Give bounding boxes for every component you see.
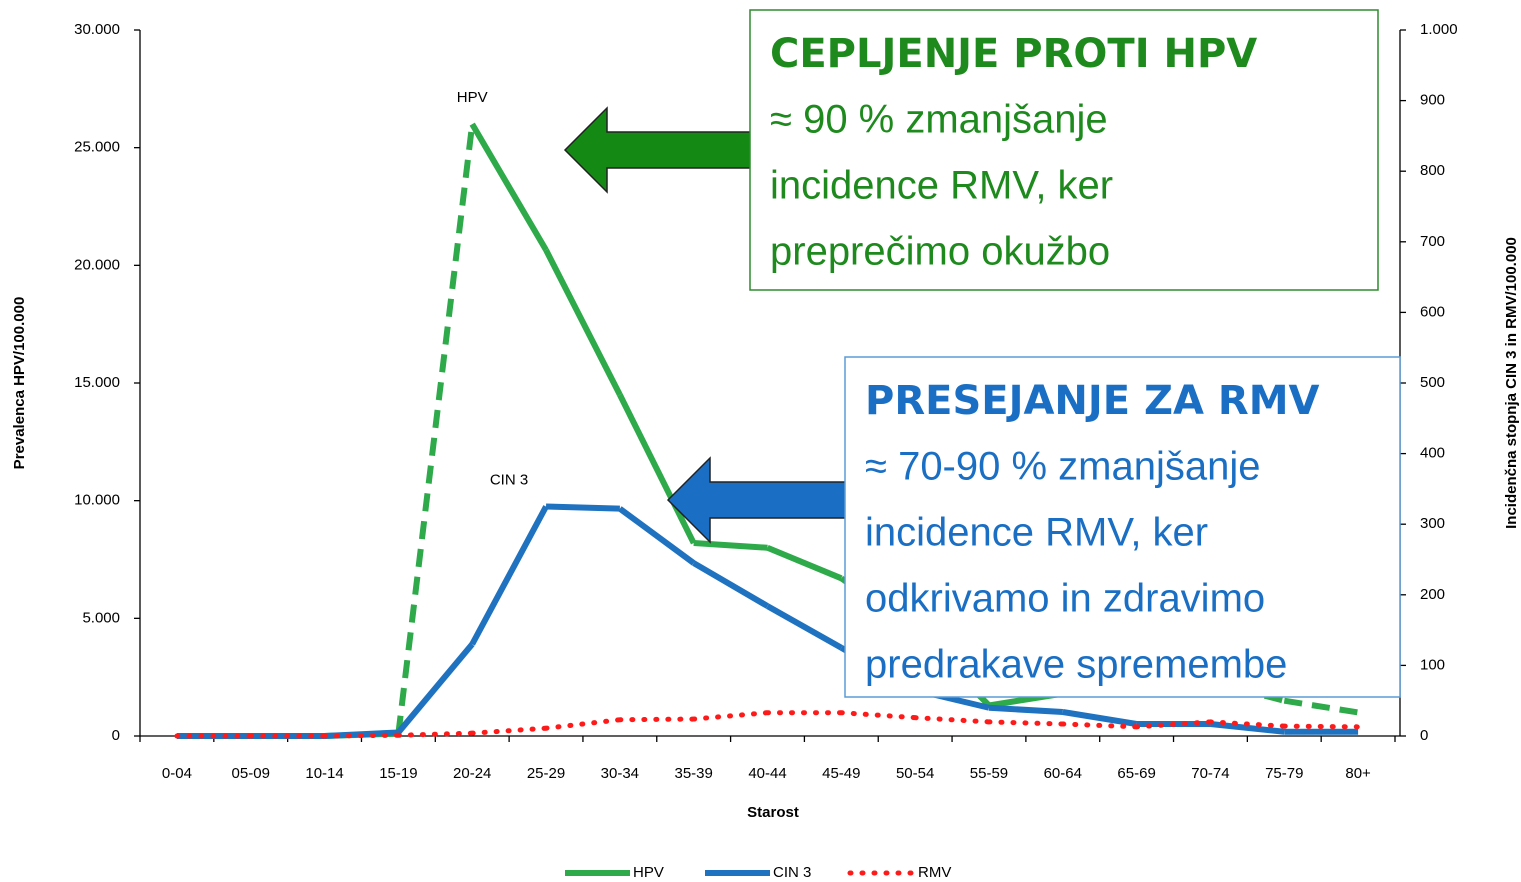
y-tick-label: 30.000	[74, 21, 120, 38]
x-tick-label: 60-64	[1044, 765, 1082, 782]
callout-line: preprečimo okužbo	[770, 230, 1110, 274]
x-tick-label: 55-59	[970, 765, 1008, 782]
series-segment	[1134, 719, 1213, 730]
series-segment	[766, 603, 843, 651]
series-label: HPV	[457, 89, 488, 106]
x-tick-label: 40-44	[748, 765, 786, 782]
callout-line: ≈ 90 % zmanjšanje	[770, 98, 1108, 142]
series-segment	[1060, 721, 1140, 730]
y2-axis-title: Incidenčna stopnja CIN 3 in RMV/100.000	[1503, 237, 1520, 529]
callout-box	[749, 9, 1379, 291]
x-tick-label: 70-74	[1191, 765, 1229, 782]
series-segment	[1283, 697, 1359, 716]
series-segment	[766, 544, 843, 582]
y2-tick-label: 600	[1420, 303, 1445, 320]
y-tick-label: 25.000	[74, 139, 120, 156]
series-segment	[1210, 721, 1285, 735]
x-tick-label: 05-09	[232, 765, 270, 782]
series-segment	[1207, 719, 1287, 729]
legend-label: HPV	[633, 864, 664, 881]
y2-tick-label: 300	[1420, 515, 1445, 532]
legend-label: CIN 3	[773, 864, 811, 881]
series-segment	[838, 710, 918, 721]
y2-tick-label: 800	[1420, 162, 1445, 179]
series-segment	[543, 248, 623, 397]
callout-line: ≈ 70-90 % zmanjšanje	[865, 445, 1261, 489]
callout-title: CEPLJENJE PROTI HPV	[770, 31, 1257, 77]
y-tick-label: 20.000	[74, 256, 120, 273]
series-segment	[395, 123, 476, 735]
x-tick-label: 45-49	[822, 765, 860, 782]
y2-tick-label: 1.000	[1420, 21, 1458, 38]
x-tick-label: 30-34	[601, 765, 639, 782]
series-segment	[618, 506, 696, 566]
callout-line: incidence RMV, ker	[770, 164, 1113, 208]
legend-label: RMV	[918, 864, 951, 881]
callout-title: PRESEJANJE ZA RMV	[865, 378, 1320, 424]
callout-arrow	[563, 106, 761, 194]
series-label: CIN 3	[490, 472, 528, 489]
series-segment	[1062, 709, 1138, 727]
x-tick-label: 20-24	[453, 765, 491, 782]
series-segment	[988, 704, 1063, 715]
y2-tick-label: 0	[1420, 727, 1428, 744]
series-segment	[617, 393, 697, 545]
y2-tick-label: 200	[1420, 586, 1445, 603]
series-segment	[986, 719, 1066, 727]
x-tick-label: 65-69	[1117, 765, 1155, 782]
series-segment	[692, 560, 770, 609]
x-tick-label: 80+	[1345, 765, 1371, 782]
series-segment	[691, 710, 770, 722]
series-segment	[545, 503, 620, 512]
x-tick-label: 25-29	[527, 765, 565, 782]
x-tick-label: 10-14	[305, 765, 343, 782]
series-segment	[693, 540, 768, 551]
x-tick-label: 75-79	[1265, 765, 1303, 782]
y-tick-label: 5.000	[82, 609, 120, 626]
series-segment	[469, 725, 549, 736]
series-segment	[395, 730, 475, 738]
callout-arrow	[666, 456, 856, 544]
callout-line: predrakave spremembe	[865, 643, 1287, 687]
series-segment	[912, 715, 992, 725]
series-segment	[396, 642, 475, 735]
y2-tick-label: 700	[1420, 233, 1445, 250]
series-segment	[322, 732, 401, 739]
y2-tick-label: 400	[1420, 445, 1445, 462]
x-tick-label: 0-04	[162, 765, 192, 782]
series-segment	[1281, 723, 1361, 730]
y-tick-label: 10.000	[74, 492, 120, 509]
series-segment	[469, 505, 549, 646]
y2-tick-label: 100	[1420, 656, 1445, 673]
x-tick-label: 15-19	[379, 765, 417, 782]
y2-tick-label: 500	[1420, 374, 1445, 391]
y2-tick-label: 900	[1420, 92, 1445, 109]
series-segment	[617, 716, 697, 723]
x-axis-title: Starost	[747, 804, 799, 821]
series-segment	[543, 717, 623, 731]
y-axis-title: Prevalenca HPV/100.000	[11, 297, 28, 470]
callout-line: incidence RMV, ker	[865, 511, 1208, 555]
callout-line: odkrivamo in zdravimo	[865, 577, 1265, 621]
y-tick-label: 15.000	[74, 374, 120, 391]
y-tick-label: 0	[112, 727, 120, 744]
callout-box	[844, 356, 1401, 698]
x-tick-label: 50-54	[896, 765, 934, 782]
series-segment	[469, 122, 549, 252]
x-tick-label: 35-39	[674, 765, 712, 782]
